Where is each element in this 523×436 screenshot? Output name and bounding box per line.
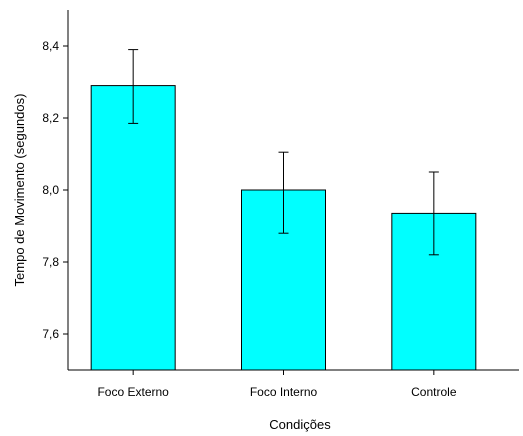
x-ticks-group: Foco Externo Foco Interno Controle	[97, 370, 457, 399]
x-tick-label: Foco Externo	[97, 385, 169, 399]
y-tick-label: 7,8	[42, 255, 59, 269]
x-tick-label: Foco Interno	[250, 385, 318, 399]
error-bars-group	[128, 49, 439, 256]
x-tick-label: Controle	[411, 385, 457, 399]
x-axis-label: Condições	[269, 417, 331, 432]
y-tick-label: 8,0	[42, 183, 59, 197]
y-tick-label: 8,2	[42, 111, 59, 125]
bar	[90, 85, 176, 371]
y-tick-label: 8,4	[42, 39, 59, 53]
y-tick-label: 7,6	[42, 327, 59, 341]
y-axis-label: Tempo de Movimento (segundos)	[12, 94, 27, 287]
y-ticks-group: 7,6 7,8 8,0 8,2 8,4	[42, 39, 68, 341]
